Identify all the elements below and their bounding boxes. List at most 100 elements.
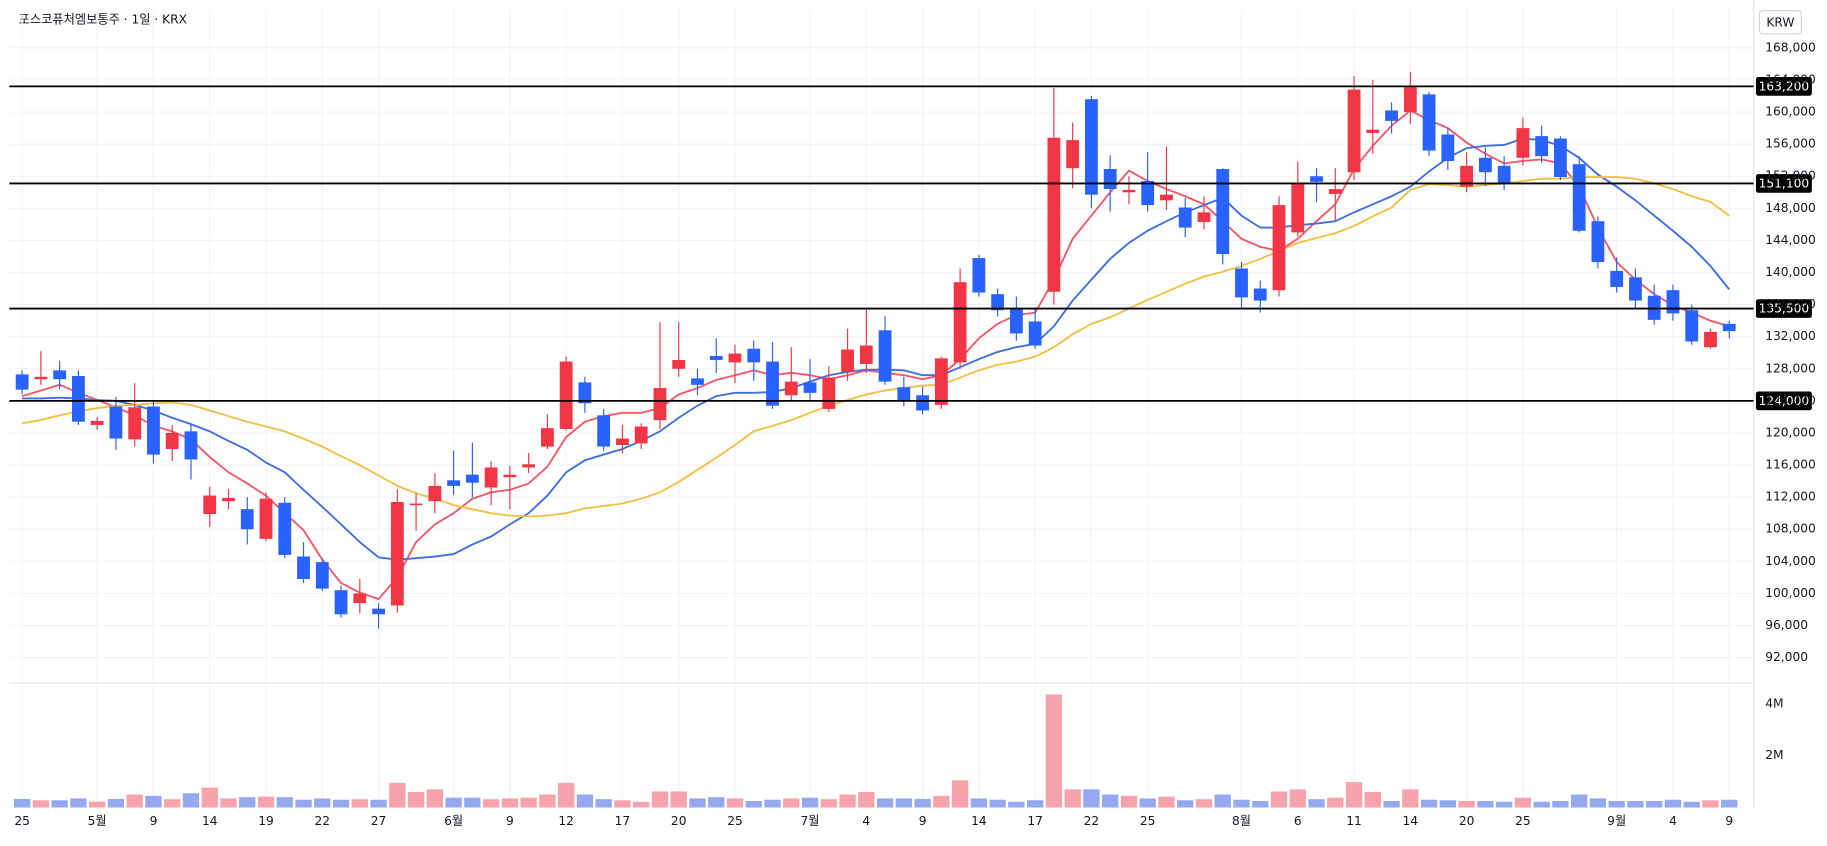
level-label-box — [1755, 299, 1812, 318]
candle-body — [390, 501, 404, 606]
y-tick-label: 104,000 — [1765, 554, 1816, 568]
volume-bar — [801, 797, 819, 808]
candle-body — [465, 474, 479, 483]
y-tick-label: 120,000 — [1765, 425, 1816, 439]
volume-bar — [332, 799, 350, 808]
candle-body — [747, 348, 761, 363]
volume-bar — [389, 782, 406, 808]
level-label: 124,000 — [1759, 394, 1810, 408]
volume-bar — [1045, 694, 1063, 808]
candle-body — [1235, 268, 1248, 298]
volume-bar — [89, 801, 106, 808]
candle-body — [15, 374, 29, 390]
volume-bar — [1589, 798, 1607, 808]
x-tick-label: 14 — [971, 814, 987, 828]
x-tick-label: 9 — [150, 814, 158, 828]
y-tick-label: 148,000 — [1765, 201, 1816, 215]
candle-body — [90, 420, 104, 425]
candle-body — [315, 562, 329, 589]
volume-bar — [951, 780, 969, 808]
x-tick-label: 9 — [1725, 814, 1733, 828]
candle-body — [522, 464, 536, 468]
volume-bar — [295, 799, 312, 808]
candle-body — [1122, 189, 1136, 193]
candle-body — [1685, 310, 1699, 342]
candle-body — [766, 361, 779, 406]
volume-bar — [482, 799, 500, 808]
volume-bar — [1383, 801, 1400, 808]
candle-body — [784, 381, 798, 396]
candle-body — [109, 406, 123, 439]
candle-body — [1216, 169, 1230, 255]
y-tick-label: 152,000 — [1765, 169, 1816, 183]
candle-body — [634, 426, 648, 444]
volume-bar — [1420, 799, 1438, 808]
y-tick-label: 124,000 — [1765, 393, 1816, 407]
volume-bar — [276, 797, 293, 808]
candle-body — [484, 467, 498, 488]
volume-bar — [1533, 801, 1550, 808]
volume-bar — [239, 797, 256, 808]
volume-bar — [783, 798, 800, 808]
volume-bar — [257, 796, 275, 808]
level-label: 151,100 — [1759, 177, 1810, 191]
volume-bar — [614, 800, 631, 808]
volume-bar — [1139, 798, 1156, 808]
y-tick-label: 92,000 — [1765, 650, 1808, 664]
level-label: 135,500 — [1759, 302, 1810, 316]
volume-bar — [989, 799, 1006, 808]
x-tick-label: 25 — [14, 814, 30, 828]
volume-bar — [464, 797, 481, 808]
candle-body — [1460, 165, 1474, 187]
level-label-box — [1755, 77, 1812, 96]
volume-bar — [670, 791, 687, 808]
candle-body — [540, 428, 554, 447]
volume-bar — [1571, 794, 1588, 808]
candle-body — [597, 415, 611, 447]
x-tick-label: 25 — [1515, 814, 1531, 828]
volume-bar — [520, 797, 537, 808]
volume-bar — [1345, 782, 1363, 808]
volume-bar — [70, 798, 87, 808]
candle-body — [728, 353, 742, 363]
chart-title: 포스코퓨처엠보통주 · 1일 · KRX — [19, 12, 187, 26]
candle-body — [934, 358, 948, 405]
candle-body — [1047, 137, 1061, 292]
candle-body — [653, 388, 667, 421]
candle-body — [841, 349, 854, 372]
candle-body — [184, 431, 198, 460]
volume-bar — [1646, 801, 1663, 808]
candle-body — [1085, 99, 1098, 195]
candle-body — [1066, 140, 1080, 169]
y-tick-label: 164,000 — [1765, 72, 1816, 86]
volume-bar — [145, 795, 162, 808]
volume-bar — [201, 787, 218, 808]
currency-box[interactable] — [1758, 9, 1802, 35]
candle-body — [1629, 277, 1642, 301]
candle-body — [1516, 128, 1530, 158]
candle-body — [128, 407, 142, 440]
volume-bar — [539, 794, 556, 808]
y-tick-label: 140,000 — [1765, 265, 1816, 279]
volume-bar — [933, 795, 950, 808]
y-tick-label: 160,000 — [1765, 105, 1816, 119]
candle-body — [222, 497, 235, 502]
candle-body — [1178, 207, 1192, 228]
x-tick-label: 9월 — [1607, 814, 1626, 828]
volume-bar — [558, 782, 575, 808]
candle-body — [691, 378, 704, 385]
candle-body — [559, 361, 573, 429]
candle-body — [240, 509, 254, 530]
candle-body — [1441, 134, 1455, 161]
volume-bar — [895, 798, 912, 808]
volume-bar — [764, 799, 781, 808]
y-tick-label: 112,000 — [1765, 490, 1816, 504]
x-tick-label: 14 — [202, 814, 218, 828]
candle-body — [1272, 205, 1286, 291]
volume-bar — [13, 798, 31, 808]
candle-body — [859, 345, 873, 364]
x-tick-label: 6 — [1294, 814, 1302, 828]
volume-bar — [1664, 799, 1682, 808]
volume-bar — [220, 798, 237, 808]
candle-body — [1160, 194, 1173, 201]
